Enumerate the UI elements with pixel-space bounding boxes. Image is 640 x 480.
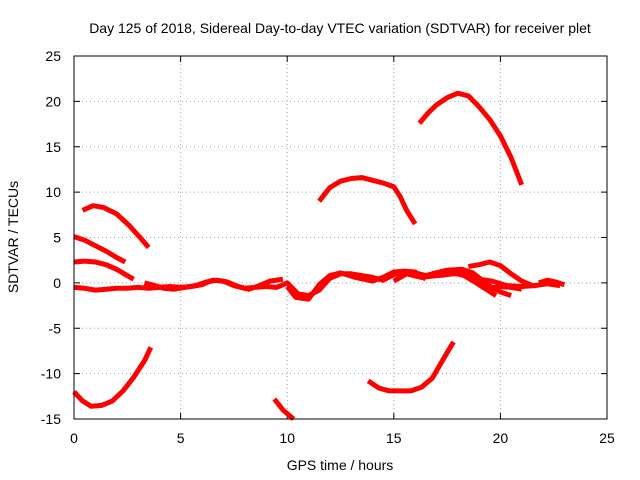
y-tick-label: 15	[45, 139, 61, 155]
chart-title: Day 125 of 2018, Sidereal Day-to-day VTE…	[89, 20, 591, 36]
x-axis-label: GPS time / hours	[287, 457, 394, 473]
series-arc-13	[417, 90, 525, 186]
series-arc-3	[73, 258, 135, 282]
y-axis-label: SDTVAR / TECUs	[5, 181, 21, 293]
x-tick-label: 10	[279, 430, 295, 446]
series-arc-15	[272, 397, 296, 421]
grid-lines	[74, 56, 607, 419]
series-arc-2	[73, 234, 127, 265]
x-tick-label: 0	[70, 430, 78, 446]
x-tick-label: 15	[386, 430, 402, 446]
x-tick-label: 20	[493, 430, 509, 446]
series-arc-12	[317, 175, 418, 226]
series-arc-8	[431, 266, 512, 298]
series-arc-11	[538, 277, 566, 288]
series-arc-5	[143, 276, 284, 292]
plot-frame	[73, 55, 608, 420]
y-tick-label: 25	[45, 48, 61, 64]
tick-labels: 0 5 10 15 20 25 -15 -10 -5 0 5 10 15 20 25	[41, 48, 615, 446]
series-arc-1	[81, 203, 151, 250]
data-series	[72, 90, 566, 421]
y-tick-label: 5	[53, 230, 61, 246]
y-tick-label: -5	[49, 320, 62, 336]
y-tick-label: 20	[45, 93, 61, 109]
series-arc-10	[467, 259, 534, 288]
series-arc-6	[285, 268, 428, 302]
y-tick-label: -10	[41, 366, 61, 382]
y-tick-label: -15	[41, 411, 61, 427]
tick-marks	[73, 55, 608, 420]
series-arc-16	[366, 340, 456, 394]
series-arc-9	[440, 270, 498, 298]
y-tick-label: 0	[53, 275, 61, 291]
x-tick-label: 25	[599, 430, 615, 446]
y-tick-label: 10	[45, 184, 61, 200]
series-arc-14	[72, 346, 154, 409]
x-tick-label: 5	[177, 430, 185, 446]
